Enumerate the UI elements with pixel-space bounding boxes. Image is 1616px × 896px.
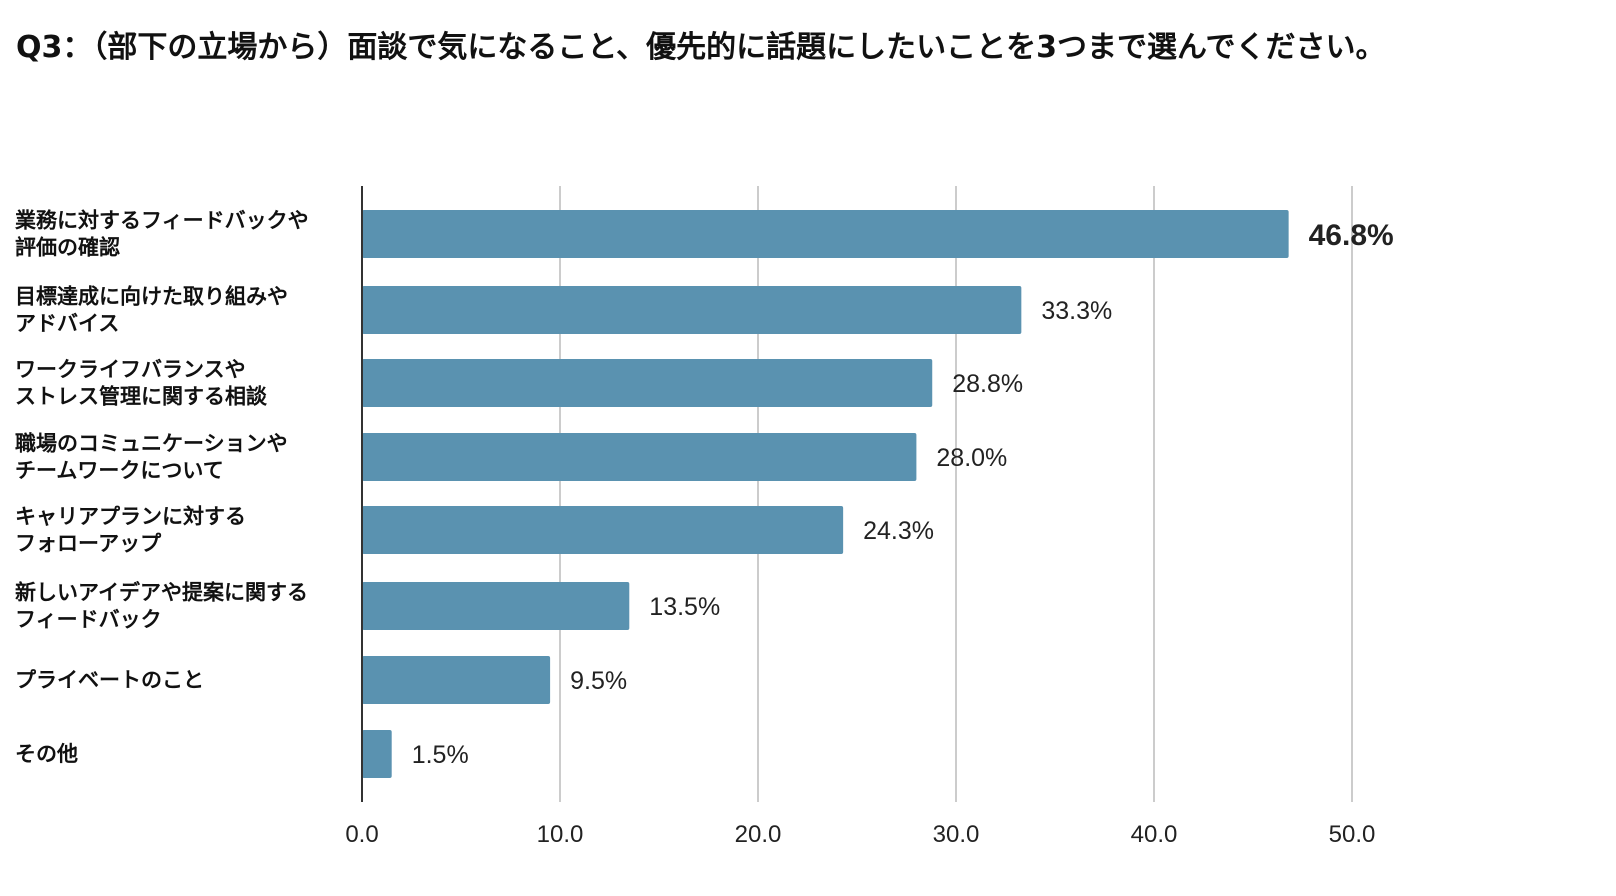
category-label: その他 [15, 742, 78, 766]
x-tick-label: 0.0 [345, 821, 378, 848]
bar [362, 359, 933, 407]
value-labels: 46.8% 33.3% 28.8% 28.0% 24.3% 13.5% 9.5% 1.5% [412, 219, 1394, 769]
chart-title: Q3：（部下の立場から）面談で気になること、優先的に話題にしたいことを3つまで選… [16, 30, 1386, 65]
data-label: 33.3% [1041, 297, 1112, 325]
bar [362, 582, 630, 630]
x-tick-label: 20.0 [735, 821, 782, 848]
category-label: 業務に対するフィードバックや評価の確認 [15, 209, 309, 260]
bar [362, 506, 844, 554]
x-axis-ticks: 0.0 10.0 20.0 30.0 40.0 50.0 [345, 821, 1375, 848]
data-label: 1.5% [412, 741, 469, 769]
data-label: 13.5% [649, 593, 720, 621]
data-label: 9.5% [570, 667, 627, 695]
category-label: キャリアプランに対するフォローアップ [15, 505, 246, 556]
data-label: 28.0% [936, 444, 1007, 472]
category-label: 目標達成に向けた取り組みやアドバイス [15, 285, 288, 336]
bar [362, 656, 551, 704]
bar [362, 730, 392, 778]
data-label: 28.8% [952, 370, 1023, 398]
category-labels: 業務に対するフィードバックや評価の確認目標達成に向けた取り組みやアドバイスワーク… [15, 209, 309, 767]
bar [362, 433, 917, 481]
category-label: ワークライフバランスやストレス管理に関する相談 [15, 358, 268, 409]
bar [362, 286, 1022, 334]
data-label: 46.8% [1309, 219, 1394, 252]
x-tick-label: 50.0 [1329, 821, 1376, 848]
bar [362, 210, 1289, 258]
x-tick-label: 30.0 [933, 821, 980, 848]
x-tick-label: 10.0 [537, 821, 584, 848]
category-label: 新しいアイデアや提案に関するフィードバック [15, 581, 308, 632]
x-tick-label: 40.0 [1131, 821, 1178, 848]
category-label: プライベートのこと [15, 668, 204, 692]
data-label: 24.3% [863, 517, 934, 545]
bars [362, 210, 1289, 778]
category-label: 職場のコミュニケーションやチームワークについて [15, 432, 288, 483]
gridlines [559, 186, 1353, 802]
